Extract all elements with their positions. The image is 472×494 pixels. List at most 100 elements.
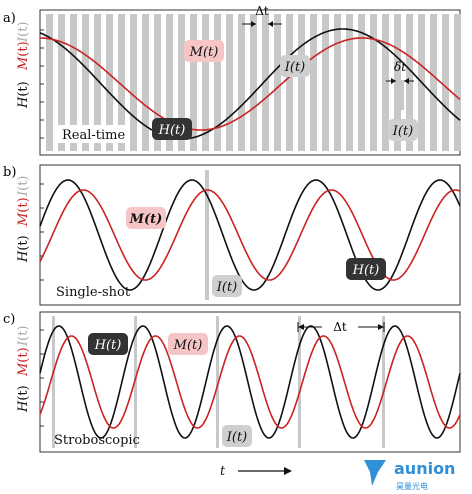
intensity-pulse-bar	[58, 14, 65, 151]
svg-text:M(t): M(t)	[129, 212, 163, 227]
intensity-pulse-bar	[286, 14, 293, 151]
intensity-pulse-bar	[82, 14, 89, 151]
panel-c-m-curve	[39, 335, 461, 429]
svg-text:H(t): H(t)	[94, 338, 122, 353]
panel-c-h-tag: H(t)	[88, 333, 128, 355]
svg-text:I(t): I(t)	[284, 60, 306, 75]
panel-a-letter: a)	[3, 11, 16, 26]
intensity-pulse-bar	[106, 14, 113, 151]
intensity-pulse-bar	[130, 14, 137, 151]
stroboscopic-pulse-bar	[382, 316, 385, 448]
intensity-pulse-bar	[166, 14, 173, 151]
svg-text:H(t): H(t)	[352, 263, 380, 278]
logo-name: aunion	[394, 459, 455, 478]
panel-b-m-curve	[39, 189, 461, 281]
panel-b-y-ticks	[40, 183, 44, 281]
panel-a-y-label-h: H(t)	[16, 81, 31, 109]
panel-c-y-label-m: M(t)	[16, 347, 31, 377]
svg-text:I(t): I(t)	[226, 430, 248, 445]
intensity-pulse-bar	[142, 14, 149, 151]
panel-a-delta-t-label: Δt	[255, 4, 269, 18]
intensity-pulse-bar	[442, 14, 449, 151]
intensity-pulse-bar	[238, 14, 245, 151]
svg-text:M(t): M(t)	[189, 45, 219, 60]
panel-c-letter: c)	[3, 312, 15, 327]
stroboscopic-pulse-bar	[52, 316, 55, 448]
panel-a-y-axis-labels: H(t) M(t) I(t)	[16, 21, 31, 109]
panel-a-y-label-m: M(t)	[16, 41, 31, 71]
intensity-pulse-bar	[454, 14, 461, 151]
panel-a-h-tag: H(t)	[152, 118, 192, 140]
panel-c-delta-t-label: Δt	[333, 320, 347, 334]
panel-a-y-label-i: I(t)	[16, 21, 31, 43]
intensity-pulse-bar	[274, 14, 281, 151]
panel-a-y-ticks	[40, 29, 44, 139]
intensity-pulse-bar	[430, 14, 437, 151]
panel-a-delta-t-marker: Δt	[242, 4, 282, 27]
intensity-pulse-bar	[178, 14, 185, 151]
panel-c-stroboscopic-pulses	[52, 316, 385, 448]
intensity-pulse-bar	[370, 14, 377, 151]
intensity-pulse-bar	[358, 14, 365, 151]
intensity-pulse-bar	[46, 14, 53, 151]
panel-a-i-tag-2: I(t)	[388, 119, 418, 141]
panel-c-y-label-i: I(t)	[16, 325, 31, 347]
intensity-pulse-bar	[298, 14, 305, 151]
stroboscopic-pulse-bar	[216, 316, 219, 448]
aunion-logo: aunion 昊量光电	[364, 459, 455, 491]
panel-b-h-tag: H(t)	[346, 258, 386, 280]
intensity-pulse-bar	[406, 14, 413, 151]
intensity-pulse-bar	[154, 14, 161, 151]
panel-a-i-tag-1: I(t)	[280, 55, 310, 77]
panel-c-i-tag: I(t)	[222, 425, 252, 447]
intensity-pulse-bar	[94, 14, 101, 151]
logo-subtitle: 昊量光电	[396, 481, 428, 491]
time-axis-label: t	[220, 464, 226, 479]
svg-text:Real-time: Real-time	[62, 128, 125, 143]
panel-a-h-curve	[39, 28, 461, 140]
panel-b-frame	[39, 164, 461, 306]
panel-c-m-tag: M(t)	[168, 333, 208, 355]
intensity-pulse-bar	[250, 14, 257, 151]
panel-c: c) H(t) M(t) I(t) Δt H(t) M(t) I(t)	[3, 311, 461, 453]
panel-b-m-tag: M(t)	[126, 207, 166, 229]
panel-c-y-label-h: H(t)	[16, 385, 31, 413]
panel-c-y-ticks	[40, 329, 44, 427]
intensity-pulse-bar	[262, 14, 269, 151]
intensity-pulse-bar	[190, 14, 197, 151]
panel-b-y-label-m: M(t)	[16, 197, 31, 227]
panel-a-small-delta-marker: δt	[386, 60, 414, 110]
stroboscopic-pulse-bar	[298, 316, 301, 448]
svg-text:I(t): I(t)	[216, 280, 238, 295]
panel-a-m-tag: M(t)	[184, 40, 224, 62]
panel-b-letter: b)	[3, 165, 16, 180]
svg-text:H(t): H(t)	[158, 123, 186, 138]
intensity-pulse-bar	[70, 14, 77, 151]
panel-a: a) H(t) M(t) I(t) Δt δt M(t)	[3, 4, 461, 156]
arrow-right-icon	[284, 467, 292, 475]
time-axis-arrow: t	[220, 464, 292, 479]
intensity-pulse-bar	[346, 14, 353, 151]
panel-b: b) H(t) M(t) I(t) M(t) H(t) I(t) Single-…	[3, 164, 461, 306]
panel-a-m-curve	[40, 37, 461, 131]
intensity-pulse-bar	[214, 14, 221, 151]
panel-b-y-axis-labels: H(t) M(t) I(t)	[16, 175, 31, 263]
panel-a-mode-label: Real-time	[58, 125, 130, 143]
svg-text:I(t): I(t)	[392, 124, 414, 139]
intensity-pulse-bar	[382, 14, 389, 151]
panel-c-mode-label: Stroboscopic	[54, 433, 140, 448]
panel-c-delta-t-marker: Δt	[297, 320, 385, 334]
intensity-pulse-bar	[322, 14, 329, 151]
intensity-pulse-bar	[226, 14, 233, 151]
intensity-pulse-bar	[118, 14, 125, 151]
svg-text:M(t): M(t)	[173, 338, 203, 353]
intensity-pulse-bar	[310, 14, 317, 151]
panel-b-single-pulse	[205, 170, 209, 300]
panel-b-h-curve	[39, 179, 461, 291]
logo-mark-icon	[364, 460, 386, 486]
panel-b-y-label-i: I(t)	[16, 175, 31, 197]
panel-b-mode-label: Single-shot	[56, 285, 131, 300]
stroboscopic-pulse-bar	[134, 316, 137, 448]
intensity-pulse-bar	[334, 14, 341, 151]
